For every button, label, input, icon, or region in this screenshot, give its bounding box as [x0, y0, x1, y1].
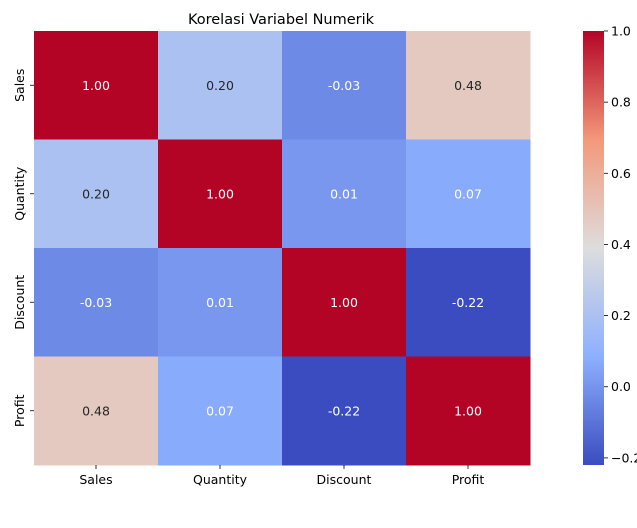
- cell-value-label: -0.03: [80, 295, 112, 310]
- y-axis: Sales Quantity Discount Profit: [12, 69, 34, 427]
- cell-value-label: 0.48: [82, 403, 110, 418]
- y-tick-label: Discount: [12, 275, 27, 330]
- colorbar: −0.2 0.0 0.2 0.4 0.6 0.8 1.0: [583, 24, 637, 465]
- heatmap-cell: [158, 31, 283, 140]
- cell-value-label: 1.00: [82, 78, 110, 93]
- heatmap-cell: [282, 248, 407, 357]
- colorbar-gradient: [583, 31, 604, 465]
- colorbar-tick-label: −0.2: [611, 450, 637, 465]
- y-tick-label: Sales: [12, 69, 27, 102]
- heatmap-cell: [406, 31, 531, 140]
- cell-value-label: 0.01: [330, 186, 358, 201]
- heatmap-cells: [34, 31, 531, 466]
- cell-value-label: 1.00: [330, 295, 358, 310]
- colorbar-tick-label: 1.0: [611, 24, 631, 39]
- heatmap-cell: [406, 356, 531, 466]
- heatmap-cell: [34, 31, 159, 140]
- x-tick-label: Quantity: [193, 472, 248, 487]
- cell-value-label: -0.22: [328, 403, 360, 418]
- cell-value-label: -0.22: [452, 295, 484, 310]
- colorbar-tick-label: 0.6: [611, 166, 631, 181]
- y-tick-label: Quantity: [12, 166, 27, 221]
- colorbar-tick-label: 0.2: [611, 308, 631, 323]
- chart-title: Korelasi Variabel Numerik: [188, 12, 375, 28]
- heatmap-cell: [158, 248, 283, 357]
- heatmap-cell: [406, 139, 531, 249]
- heatmap-cell: [34, 139, 159, 249]
- heatmap-cell: [34, 248, 159, 357]
- cell-value-label: 1.00: [454, 403, 482, 418]
- heatmap-cell: [158, 356, 283, 466]
- x-tick-label: Profit: [452, 472, 485, 487]
- cell-value-label: -0.03: [328, 78, 360, 93]
- y-tick-label: Profit: [12, 394, 27, 427]
- heatmap-cell: [406, 248, 531, 357]
- cell-value-label: 0.01: [206, 295, 234, 310]
- colorbar-tick-label: 0.0: [611, 379, 631, 394]
- x-axis: Sales Quantity Discount Profit: [79, 465, 484, 487]
- cell-value-label: 0.07: [454, 186, 482, 201]
- cell-value-label: 1.00: [206, 186, 234, 201]
- heatmap-cell: [282, 356, 407, 466]
- heatmap-cell: [158, 139, 283, 249]
- cell-value-label: 0.07: [206, 403, 234, 418]
- heatmap-cell: [282, 31, 407, 140]
- colorbar-tick-label: 0.4: [611, 237, 631, 252]
- cell-value-label: 0.48: [454, 78, 482, 93]
- heatmap-cell: [34, 356, 159, 466]
- heatmap-cell-labels: 1.00 0.20 -0.03 0.48 0.20 1.00 0.01 0.07 -0.03 0.…: [80, 78, 484, 419]
- colorbar-tick-label: 0.8: [611, 95, 631, 110]
- x-tick-label: Discount: [317, 472, 372, 487]
- cell-value-label: 0.20: [206, 78, 234, 93]
- cell-value-label: 0.20: [82, 186, 110, 201]
- x-tick-label: Sales: [79, 472, 112, 487]
- heatmap-cell: [282, 139, 407, 249]
